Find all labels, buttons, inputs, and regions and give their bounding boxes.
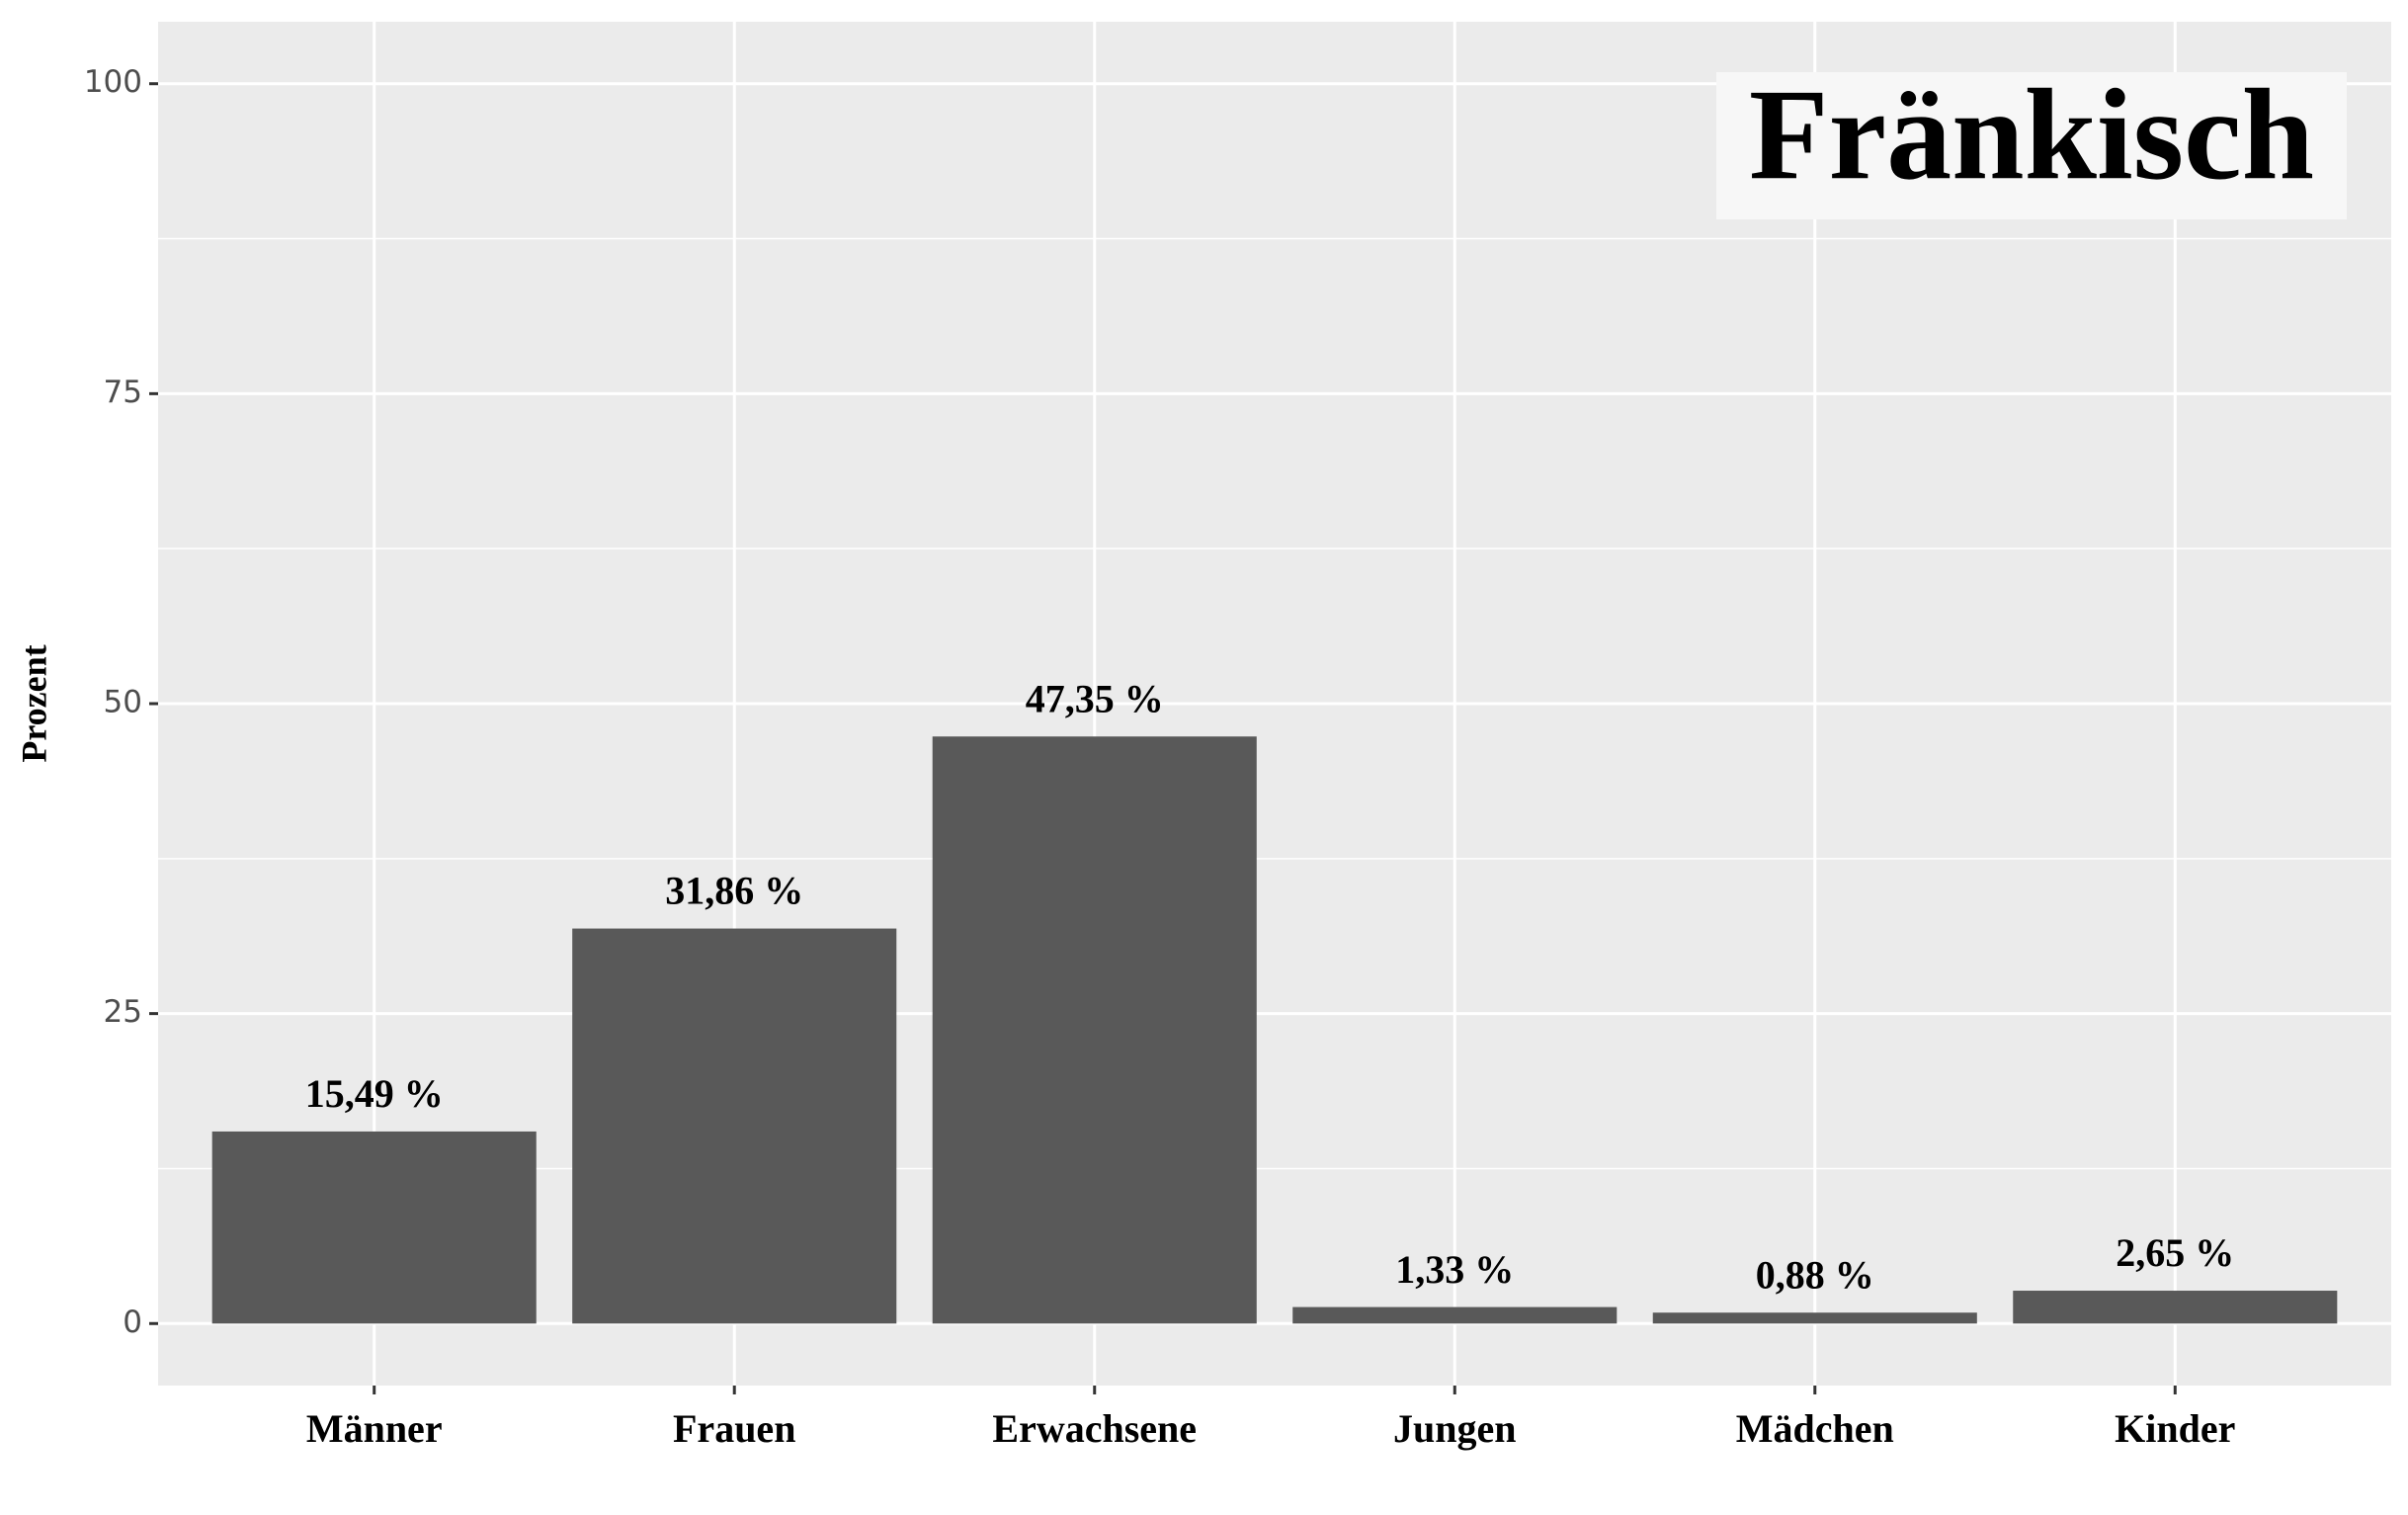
title-box <box>1716 72 2347 219</box>
data-label: 15,49 % <box>305 1071 444 1116</box>
x-tick-label: Erwachsene <box>992 1406 1197 1451</box>
bar <box>1652 1312 1977 1324</box>
bar <box>932 736 1257 1324</box>
bar <box>2013 1291 2338 1324</box>
data-label: 47,35 % <box>1026 676 1164 720</box>
y-tick-label: 0 <box>123 1305 142 1340</box>
x-tick-label: Kinder <box>2115 1406 2235 1451</box>
data-label: 31,86 % <box>665 869 803 913</box>
data-label: 0,88 % <box>1756 1252 1874 1297</box>
x-tick-label: Jungen <box>1393 1406 1517 1451</box>
y-tick-label: 50 <box>104 685 142 720</box>
y-tick-label: 75 <box>104 375 142 410</box>
marks <box>211 736 2338 1324</box>
bar <box>572 928 897 1324</box>
y-axis-label: Prozent <box>14 644 53 762</box>
bar <box>211 1131 537 1324</box>
x-tick-label: Männer <box>306 1406 443 1451</box>
bar <box>1292 1306 1618 1324</box>
data-label: 2,65 % <box>2116 1230 2234 1275</box>
data-label: 1,33 % <box>1395 1247 1514 1292</box>
y-tick-label: 100 <box>84 64 142 100</box>
x-tick-label: Frauen <box>673 1406 795 1451</box>
x-tick-label: Mädchen <box>1736 1406 1894 1451</box>
y-tick-label: 25 <box>104 994 142 1030</box>
chart-title: Fränkisch <box>1749 61 2314 207</box>
